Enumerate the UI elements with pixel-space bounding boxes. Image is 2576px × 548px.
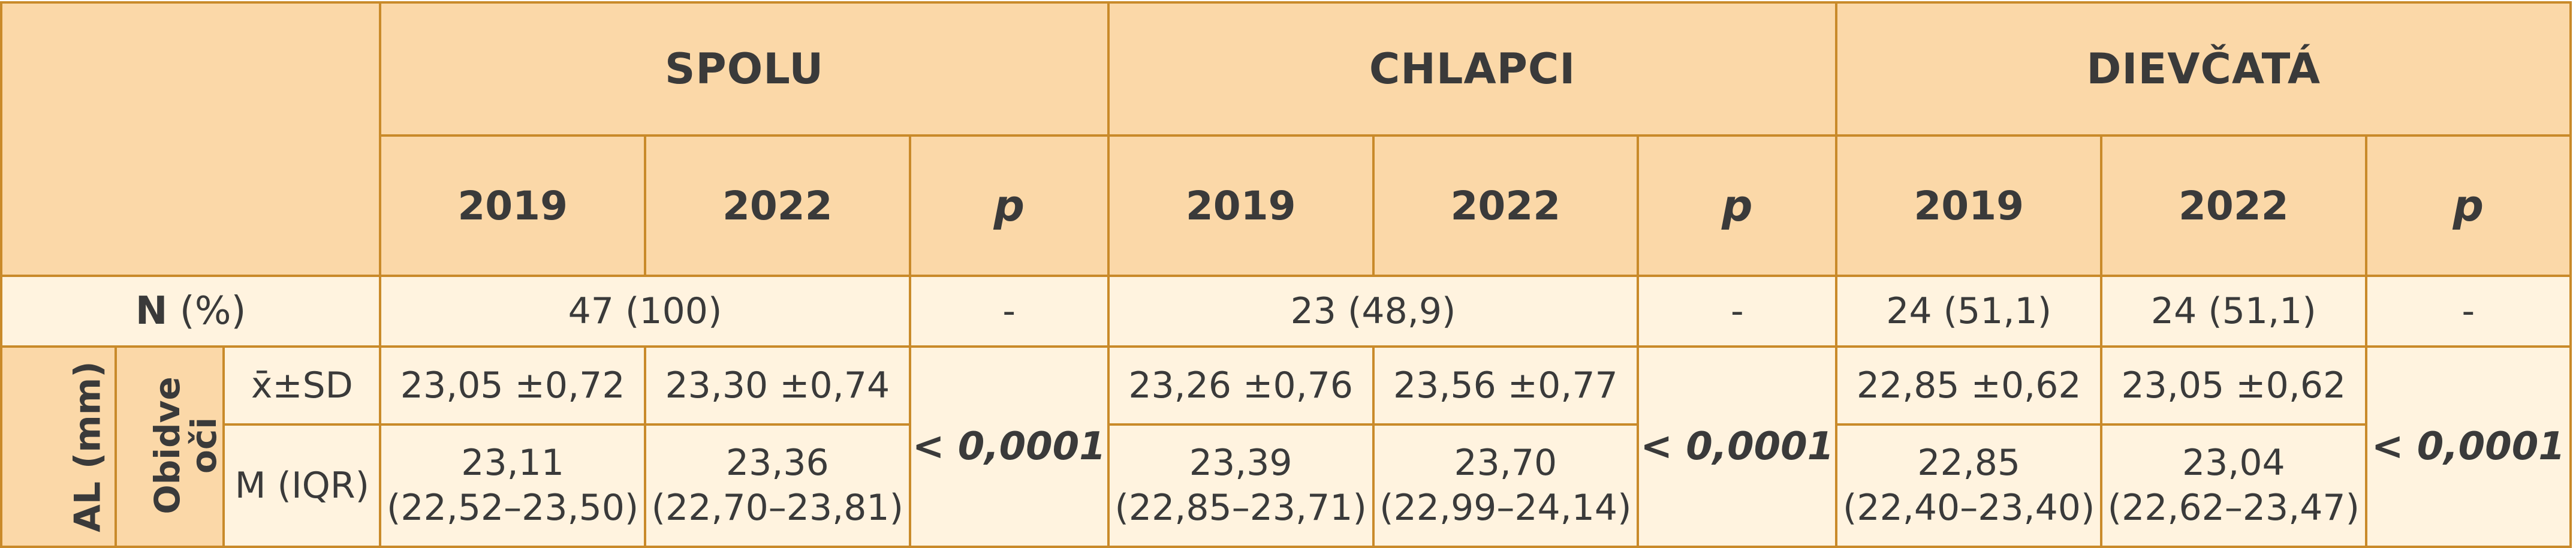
median-value: 23,36 [725,442,829,484]
eyes-label-line1: Obidve [146,377,188,514]
header-row-years: 2019 2022 p 2019 2022 p 2019 2022 p [1,134,2572,277]
p-header-spolu: p [908,134,1110,277]
mean-spolu-2022: 23,30 ±0,74 [643,345,911,426]
n-spolu: 47 (100) [379,275,911,348]
mean-spolu-2019: 23,05 ±0,72 [379,345,646,426]
n-dievcata-2019: 24 (51,1) [1835,275,2103,348]
mean-dievcata-2022: 23,05 ±0,62 [2100,345,2367,426]
corner-cell [0,1,382,277]
p-value-spolu: < 0,0001 [908,345,1110,548]
mean-sd-label: x̄±SD [222,345,382,426]
n-dievcata-2022: 24 (51,1) [2100,275,2367,348]
mean-chlapci-2022: 23,56 ±0,77 [1372,345,1640,426]
median-value: 22,85 [1917,442,2021,484]
mean-chlapci-2019: 23,26 ±0,76 [1107,345,1375,426]
eyes-label-line2: oči [183,417,224,474]
year-header-spolu-2019: 2019 [379,134,646,277]
n-row-label: N (%) [0,275,382,348]
median-spolu-2019: 23,11 (22,52–23,50) [379,423,646,548]
n-label-unit: (%) [179,289,246,333]
p-value-chlapci: < 0,0001 [1637,345,1838,548]
median-iqr-label: M (IQR) [222,423,382,548]
iqr-value: (22,62–23,47) [2107,487,2360,529]
al-label-cell: AL (mm) [0,345,117,548]
n-label-main: N [135,289,168,333]
iqr-value: (22,52–23,50) [386,487,639,529]
iqr-value: (22,40–23,40) [1843,487,2095,529]
year-header-dievcata-2022: 2022 [2100,134,2367,277]
year-header-spolu-2022: 2022 [643,134,911,277]
eyes-label: Obidve oči [146,377,224,514]
median-dievcata-2022: 23,04 (22,62–23,47) [2100,423,2367,548]
year-header-chlapci-2019: 2019 [1107,134,1375,277]
n-chlapci: 23 (48,9) [1107,275,1640,348]
mean-dievcata-2019: 22,85 ±0,62 [1835,345,2103,426]
al-median-row: M (IQR) 23,11 (22,52–23,50) 23,36 (22,70… [1,423,2571,548]
p-header-chlapci: p [1637,134,1838,277]
median-value: 23,39 [1189,442,1292,484]
p-header-dievcata: p [2364,134,2572,277]
median-dievcata-2019: 22,85 (22,40–23,40) [1835,423,2103,548]
year-header-dievcata-2019: 2019 [1835,134,2103,277]
iqr-value: (22,70–23,81) [651,487,903,529]
iqr-value: (22,85–23,71) [1114,487,1367,529]
median-spolu-2022: 23,36 (22,70–23,81) [643,423,911,548]
header-row-groups: SPOLU CHLAPCI DIEVČATÁ [0,1,2572,277]
median-value: 23,04 [2182,442,2285,484]
group-header-chlapci: CHLAPCI [1107,1,1838,137]
median-chlapci-2019: 23,39 (22,85–23,71) [1107,423,1375,548]
al-label: AL (mm) [67,361,109,532]
median-value: 23,11 [461,442,565,484]
n-chlapci-p: - [1637,275,1838,348]
p-value-dievcata: < 0,0001 [2364,345,2572,548]
median-chlapci-2022: 23,70 (22,99–24,14) [1372,423,1640,548]
eyes-label-cell: Obidve oči [114,345,225,548]
median-value: 23,70 [1454,442,1557,484]
iqr-value: (22,99–24,14) [1379,487,1632,529]
n-dievcata-p: - [2364,275,2572,348]
n-row: N (%) 47 (100) - 23 (48,9) - 24 (51,1) 2… [0,275,2572,348]
year-header-chlapci-2022: 2022 [1372,134,1640,277]
n-spolu-p: - [908,275,1110,348]
al-mean-row: AL (mm) Obidve oči x̄±SD 23,05 ±0,72 23,… [0,345,2572,548]
group-header-dievcata: DIEVČATÁ [1835,1,2572,137]
group-header-spolu: SPOLU [379,1,1110,137]
